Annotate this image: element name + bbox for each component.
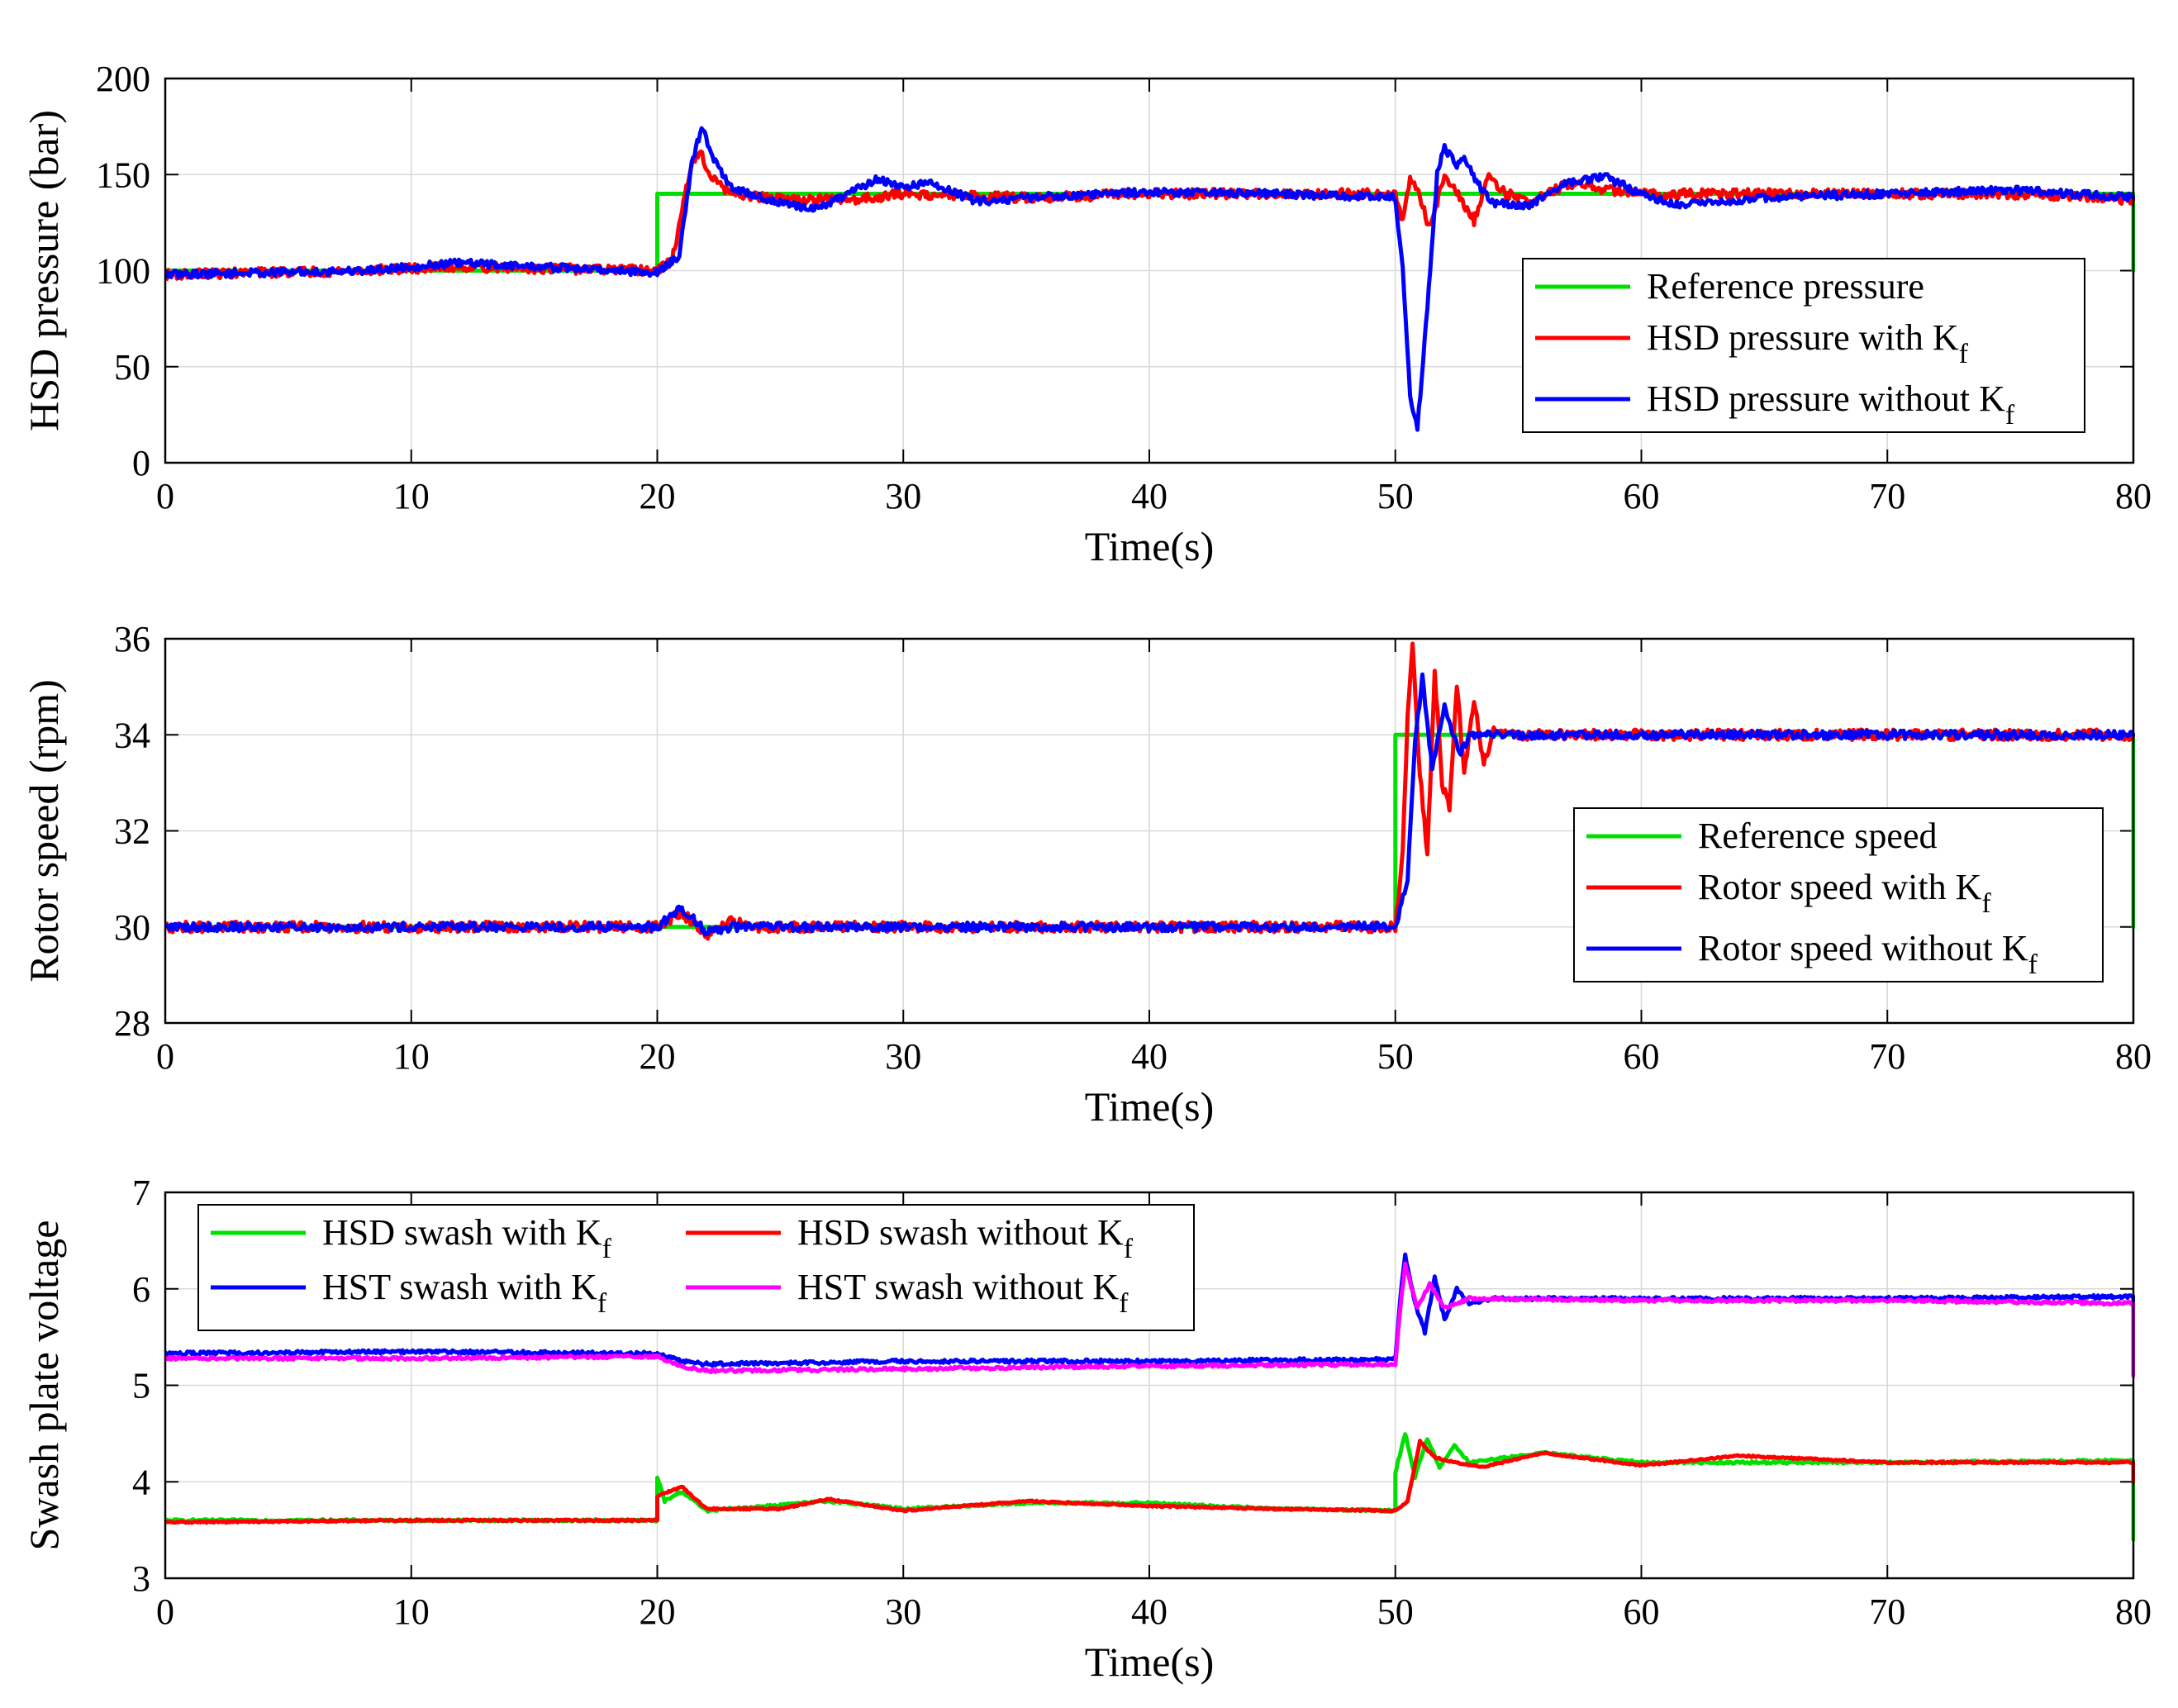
x-tick-label: 20 (640, 1036, 676, 1077)
x-tick-label: 10 (393, 476, 430, 516)
series-line-3 (165, 1261, 2135, 1378)
legend-entry: Reference pressure (1647, 266, 1924, 307)
x-axis-label: Time(s) (1085, 1639, 1215, 1685)
x-tick-label: 40 (1131, 476, 1167, 516)
x-tick-label: 50 (1377, 1591, 1414, 1632)
y-tick-label: 200 (96, 59, 150, 99)
x-tick-label: 60 (1624, 1036, 1660, 1077)
y-tick-label: 0 (132, 443, 150, 483)
x-tick-label: 40 (1131, 1036, 1167, 1077)
y-tick-label: 150 (96, 155, 150, 195)
x-tick-label: 10 (393, 1591, 430, 1632)
y-tick-label: 7 (132, 1173, 150, 1213)
x-tick-label: 80 (2115, 1591, 2152, 1632)
y-tick-label: 36 (114, 619, 150, 659)
y-tick-label: 50 (114, 347, 150, 388)
x-axis-label: Time(s) (1085, 523, 1215, 569)
y-tick-label: 34 (114, 715, 150, 755)
x-tick-label: 50 (1377, 476, 1414, 516)
x-tick-label: 80 (2115, 1036, 2152, 1077)
x-tick-label: 0 (156, 1591, 174, 1632)
x-tick-label: 50 (1377, 1036, 1414, 1077)
pressure-panel: 0 10 20 30 40 50 60 70 80 0 50 100 150 200 Time(s) HSD … (21, 59, 2152, 569)
series-line-2 (165, 126, 2135, 432)
x-tick-label: 40 (1131, 1591, 1167, 1632)
y-tick-label: 32 (114, 811, 150, 852)
y-tick-label: 100 (96, 251, 150, 292)
series-line-2 (165, 672, 2135, 937)
x-tick-label: 30 (885, 476, 921, 516)
series-line-1 (165, 1439, 2135, 1525)
x-tick-label: 30 (885, 1591, 921, 1632)
x-tick-label: 0 (156, 1036, 174, 1077)
y-tick-label: 6 (132, 1269, 150, 1310)
y-axis-label: Rotor speed (rpm) (21, 679, 67, 982)
axes-frame (164, 1191, 2135, 1580)
x-tick-label: 0 (156, 476, 174, 516)
swash-voltage-panel: 0 10 20 30 40 50 60 70 80 3 4 5 6 7 Time(s) Swash plate… (21, 1173, 2152, 1685)
legend (197, 1204, 1195, 1331)
x-tick-label: 70 (1869, 1036, 1905, 1077)
x-tick-label: 70 (1869, 1591, 1905, 1632)
x-tick-label: 60 (1624, 1591, 1660, 1632)
x-tick-label: 70 (1869, 476, 1905, 516)
x-tick-label: 20 (640, 476, 676, 516)
y-tick-label: 5 (132, 1366, 150, 1406)
y-axis-label: Swash plate voltage (21, 1220, 67, 1551)
x-tick-label: 60 (1624, 476, 1660, 516)
y-tick-label: 30 (114, 907, 150, 948)
y-tick-label: 28 (114, 1003, 150, 1044)
rotor-speed-panel: 0 10 20 30 40 50 60 70 80 28 30 32 34 36 Time(s) Rotor … (21, 619, 2152, 1130)
x-tick-label: 80 (2115, 476, 2152, 516)
y-tick-label: 4 (132, 1462, 150, 1502)
axes-frame (164, 77, 2135, 464)
y-tick-label: 3 (132, 1558, 150, 1599)
x-tick-label: 20 (640, 1591, 676, 1632)
y-axis-label: HSD pressure (bar) (21, 110, 67, 431)
x-tick-label: 30 (885, 1036, 921, 1077)
x-tick-label: 10 (393, 1036, 430, 1077)
axes-frame (164, 637, 2135, 1025)
x-axis-label: Time(s) (1085, 1083, 1215, 1130)
legend-entry: Reference speed (1698, 816, 1937, 856)
